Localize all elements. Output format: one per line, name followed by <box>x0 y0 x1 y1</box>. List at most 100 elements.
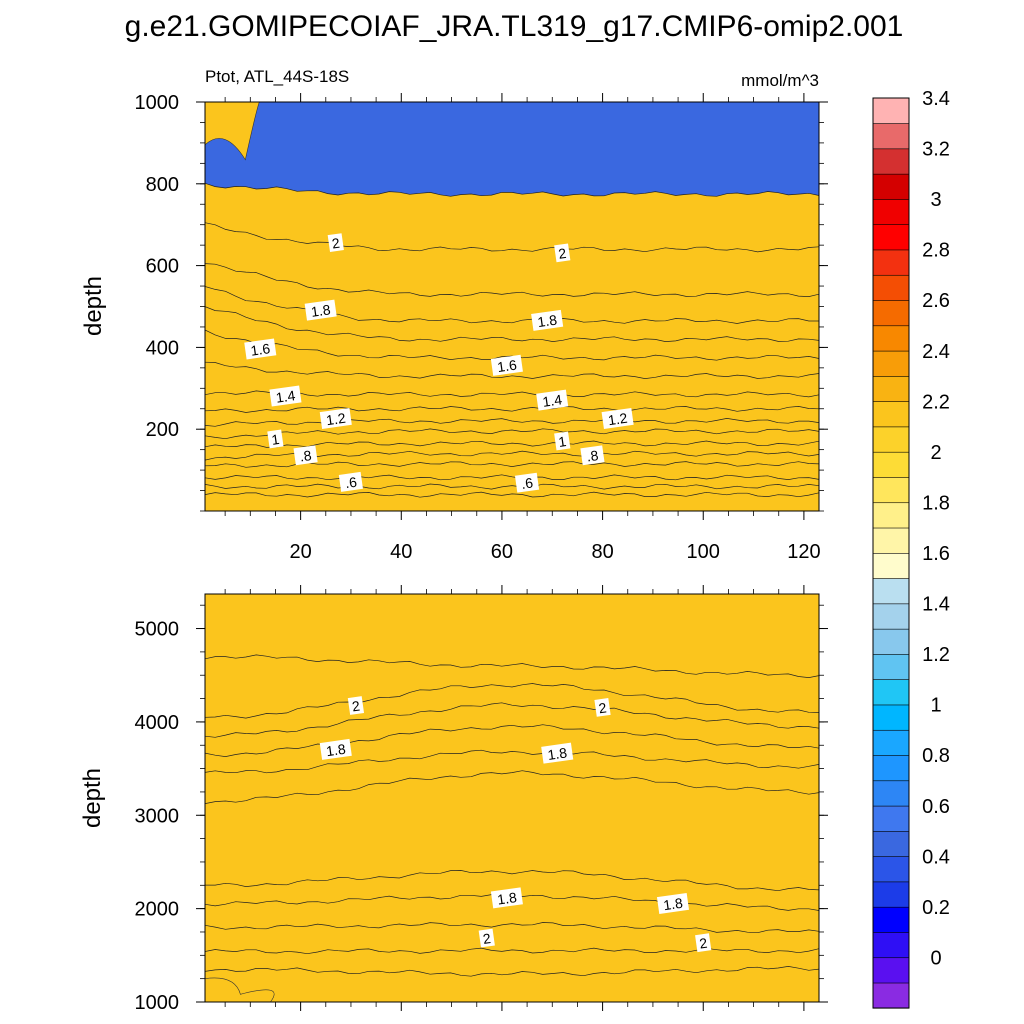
lower-y-axis-title: depth <box>79 768 106 828</box>
colorbar-swatch <box>872 552 910 579</box>
lower-contour-label: 1.8 <box>656 892 690 914</box>
upper-contour-label: .6 <box>338 471 363 492</box>
upper-contour-label-text: .6 <box>520 474 534 491</box>
upper-contour-line <box>205 263 819 297</box>
colorbar-swatch <box>872 906 910 933</box>
colorbar-swatch <box>872 729 910 756</box>
colorbar-tick-label: 1.4 <box>922 594 950 616</box>
colorbar-swatch <box>872 249 910 276</box>
upper-contour-line <box>205 474 819 481</box>
lower-y-tick-label: 2000 <box>135 899 180 921</box>
lower-contour-line <box>205 922 819 934</box>
colorbar-tick-label: 1.8 <box>922 492 950 514</box>
colorbar-swatch <box>872 476 910 504</box>
upper-y-tick-label: 600 <box>146 256 179 278</box>
colorbar-tick-label: 3 <box>930 189 941 211</box>
colorbar-tick-label: 0 <box>930 947 941 969</box>
colorbar-swatch <box>872 931 910 959</box>
upper-y-axis-title: depth <box>80 276 107 336</box>
upper-x-tick-label: 60 <box>491 541 513 563</box>
colorbar-tick-label: 2 <box>930 442 941 464</box>
upper-filled-contours <box>205 102 819 511</box>
colorbar-tick-label: 2.2 <box>922 391 950 413</box>
upper-x-tick-label: 100 <box>687 541 720 563</box>
lower-contour-label-text: 1.8 <box>547 744 569 763</box>
colorbar-swatch <box>872 173 910 200</box>
colorbar-swatch <box>872 653 910 680</box>
colorbar-tick-label: 1.6 <box>922 543 950 565</box>
lower-contour-label: 2 <box>695 933 712 953</box>
lower-contour-label: 1.8 <box>541 742 574 764</box>
upper-contour-label: .6 <box>514 472 540 493</box>
lower-contour-label-text: 2 <box>482 930 492 947</box>
lower-contour-line <box>205 749 819 774</box>
upper-contour-label: 1.6 <box>490 354 523 376</box>
lower-contour-label-text: 2 <box>598 699 608 716</box>
colorbar-swatch <box>872 502 910 529</box>
colorbar-tick-label: 3.4 <box>922 88 950 110</box>
colorbar-swatch <box>872 97 910 124</box>
upper-contour-label-text: 1.6 <box>250 340 272 359</box>
lower-contour-label-text: 1.8 <box>325 741 347 760</box>
lower-contour-label-text: 1.8 <box>662 895 684 914</box>
upper-x-tick-label: 120 <box>787 541 820 563</box>
lower-contour-label: 1.8 <box>490 887 523 909</box>
colorbar: 0 0.2 0.4 0.6 0.8 1 1.2 1.4 1.6 1.8 2 2.2 2.4 2.6 2.8 3… <box>872 88 950 1009</box>
upper-contour-label: 1 <box>267 429 284 449</box>
lower-band-2.1 <box>205 654 819 1002</box>
upper-contour-line <box>205 428 819 440</box>
upper-contour-line <box>205 418 819 427</box>
colorbar-swatch <box>872 426 910 453</box>
lower-y-tick-label: 4000 <box>135 712 180 734</box>
upper-y-tick-label: 200 <box>146 419 179 441</box>
colorbar-frame <box>872 97 910 1009</box>
panel-left-subtitle: Ptot, ATL_44S-18S <box>205 67 349 86</box>
lower-y-tick-label: 3000 <box>135 805 180 827</box>
lower-contour-label: 2 <box>478 928 495 948</box>
colorbar-swatch <box>872 527 910 554</box>
colorbar-swatch <box>872 350 910 377</box>
lower-contour-label: 1.8 <box>319 738 352 760</box>
colorbar-swatch <box>872 375 910 402</box>
upper-panel: .6 .6 .8 .8 1 1 1.2 1.2 1.4 1.4 1.6 1.6 1.8 1.8 2 2 200… <box>80 92 828 563</box>
colorbar-swatch <box>872 148 910 175</box>
colorbar-tick-label: 1.2 <box>922 644 950 666</box>
colorbar-swatch <box>872 401 910 428</box>
upper-x-tick-label: 40 <box>390 541 412 563</box>
lower-contour-line <box>205 683 819 719</box>
colorbar-swatch <box>872 881 910 908</box>
lower-contour-line <box>205 654 819 678</box>
upper-contour-label-text: 1.6 <box>496 356 518 375</box>
upper-contour-label: .8 <box>580 445 605 466</box>
colorbar-swatch <box>872 704 910 731</box>
lower-contour-line <box>205 947 819 955</box>
panel-units-label: mmol/m^3 <box>741 71 819 90</box>
upper-axes: 200 400 600 800 1000 20 40 60 80 100 120 <box>135 92 828 563</box>
colorbar-swatch <box>872 679 910 706</box>
lower-contour-label: 2 <box>347 696 365 715</box>
upper-contour-line <box>205 361 819 379</box>
lower-y-tick-label: 5000 <box>135 619 180 641</box>
colorbar-swatch <box>872 577 910 605</box>
upper-contour-label-text: .8 <box>299 447 313 464</box>
upper-contour-label-text: 1.8 <box>536 312 558 331</box>
upper-local-maximum <box>205 102 261 161</box>
colorbar-tick-label: 0.4 <box>922 846 950 868</box>
lower-contour-labels: 2 2 1.8 1.8 1.8 1.8 2 2 <box>319 696 712 953</box>
upper-contour-label: 1.6 <box>244 338 277 360</box>
upper-x-tick-label: 20 <box>289 541 311 563</box>
lower-contour-label-text: 1.8 <box>496 889 518 908</box>
colorbar-tick-label: 2.4 <box>922 341 950 363</box>
upper-contour-label-text: 1.4 <box>542 391 564 410</box>
colorbar-tick-label: 2.6 <box>922 290 950 312</box>
upper-y-tick-label: 1000 <box>135 92 180 114</box>
upper-contour-line <box>205 182 819 197</box>
lower-contour-label-text: 2 <box>351 698 361 715</box>
colorbar-tick-label: 0.2 <box>922 897 950 919</box>
upper-contour-label: 1.4 <box>269 385 302 407</box>
colorbar-swatch <box>872 274 910 301</box>
upper-contour-label-text: 2 <box>557 245 567 262</box>
upper-contour-label-text: .6 <box>344 474 358 491</box>
upper-contour-line <box>205 491 819 498</box>
upper-contour-label-text: .8 <box>586 447 600 464</box>
